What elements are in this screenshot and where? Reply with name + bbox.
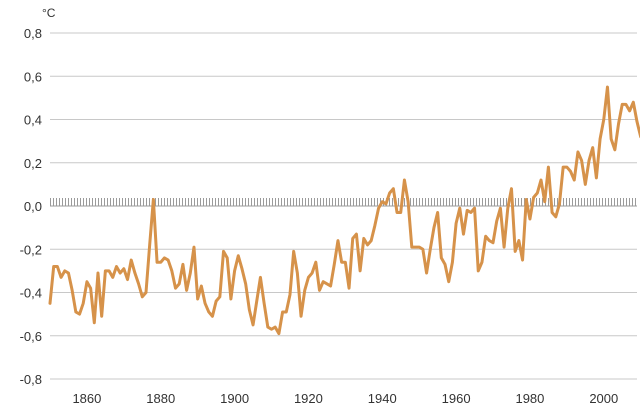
y-tick-label: -0,8 [20,372,42,387]
zero-line [50,198,637,207]
x-tick-label: 1920 [294,391,323,406]
y-axis-ticks: 0,8 0,6 0,4 0,2 0,0 -0,2 -0,4 -0,6 -0,8 [20,26,42,387]
y-tick-label: 0,6 [24,69,42,84]
x-tick-label: 1960 [442,391,471,406]
x-tick-label: 1900 [220,391,249,406]
x-tick-label: 1980 [515,391,544,406]
y-tick-label: 0,0 [24,199,42,214]
y-tick-label: -0,2 [20,242,42,257]
y-tick-label: -0,6 [20,329,42,344]
y-tick-label: 0,2 [24,156,42,171]
gridlines [50,32,637,380]
series-line [48,85,640,336]
x-tick-label: 2000 [589,391,618,406]
x-tick-label: 1880 [146,391,175,406]
x-tick-label: 1940 [368,391,397,406]
x-axis-ticks: 1860 1880 1900 1920 1940 1960 1980 2000 [72,391,618,406]
y-axis-unit-label: °C [42,6,56,20]
y-tick-label: 0,8 [24,26,42,41]
x-tick-label: 1860 [72,391,101,406]
y-tick-label: -0,4 [20,286,42,301]
y-tick-label: 0,4 [24,113,42,128]
